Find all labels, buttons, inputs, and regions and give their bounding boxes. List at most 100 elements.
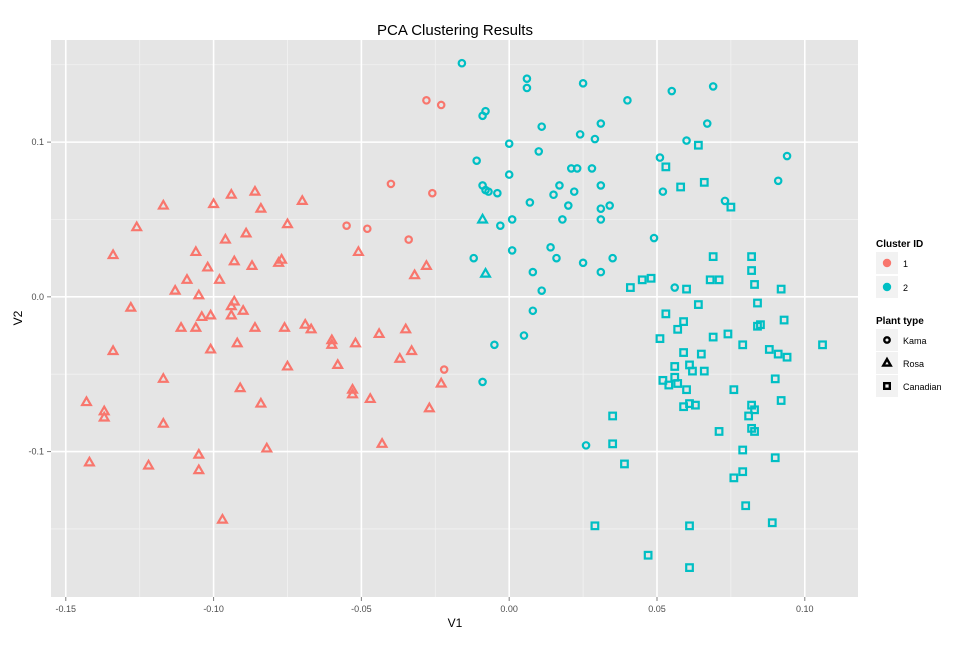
plot-panel xyxy=(51,40,858,597)
data-point-cluster-1-triangle xyxy=(346,387,359,399)
data-point-cluster-2-square xyxy=(693,300,703,309)
data-point-cluster-2-circle xyxy=(478,111,487,121)
x-axis: -0.15 -0.10 -0.05 0.00 0.05 0.10 xyxy=(56,597,814,614)
data-point-cluster-2-triangle xyxy=(479,266,492,278)
data-point-cluster-2-circle xyxy=(522,83,532,93)
data-point-cluster-2-square xyxy=(637,275,647,285)
data-point-cluster-1-triangle xyxy=(393,351,407,363)
data-point-cluster-2-square xyxy=(723,329,733,339)
x-tick-label: 0.00 xyxy=(500,604,518,614)
data-point-cluster-1-triangle xyxy=(352,245,365,257)
data-point-cluster-1-triangle xyxy=(97,410,111,422)
data-point-cluster-2-circle xyxy=(525,198,535,207)
data-point-cluster-2-circle xyxy=(484,187,493,196)
data-point-cluster-1-triangle xyxy=(325,337,339,349)
data-point-cluster-2-square xyxy=(625,283,635,292)
y-axis: -0.1 0.0 0.1 xyxy=(28,137,51,457)
data-point-cluster-2-circle xyxy=(572,164,582,173)
data-point-cluster-2-square xyxy=(744,411,754,421)
data-point-cluster-1-triangle xyxy=(213,273,226,284)
data-point-cluster-1-triangle xyxy=(298,317,312,329)
data-point-cluster-2-circle xyxy=(457,58,467,68)
data-point-cluster-1-triangle xyxy=(189,320,203,332)
data-point-cluster-2-circle xyxy=(549,190,558,200)
data-point-cluster-1-triangle xyxy=(375,437,389,448)
data-point-cluster-2-circle xyxy=(519,331,529,340)
data-point-cluster-1-triangle xyxy=(295,194,309,206)
data-point-cluster-2-circle xyxy=(537,286,547,295)
data-point-cluster-1-triangle xyxy=(281,217,294,229)
data-point-cluster-1-triangle xyxy=(180,273,194,284)
data-point-cluster-1-triangle xyxy=(201,260,214,272)
legend-key-bg xyxy=(876,329,898,351)
data-point-cluster-1-triangle xyxy=(189,245,203,257)
data-point-cluster-2-square xyxy=(693,140,703,150)
data-point-cluster-2-circle xyxy=(773,176,783,186)
data-point-cluster-1-circle xyxy=(439,365,449,374)
data-point-cluster-1-triangle xyxy=(157,372,170,383)
legend-color-entries: 12 xyxy=(876,252,908,298)
data-point-cluster-1-circle xyxy=(362,224,372,234)
data-point-cluster-1-triangle xyxy=(174,320,188,332)
x-tick-label: -0.15 xyxy=(56,604,77,614)
data-point-cluster-1-circle xyxy=(428,188,437,198)
data-point-cluster-1-triangle xyxy=(230,336,244,348)
data-point-cluster-1-triangle xyxy=(278,320,291,332)
data-point-cluster-2-square xyxy=(708,332,718,342)
y-axis-label: V2 xyxy=(11,310,25,325)
data-point-cluster-2-circle xyxy=(469,253,479,263)
legend-key-bg xyxy=(876,352,898,374)
data-point-cluster-2-circle xyxy=(682,136,691,145)
data-point-cluster-1-triangle xyxy=(130,220,143,232)
data-point-cluster-2-circle xyxy=(496,221,505,230)
data-point-cluster-1-triangle xyxy=(106,248,120,260)
data-point-cluster-1-circle xyxy=(404,235,413,244)
data-point-cluster-2-circle xyxy=(472,156,481,165)
data-point-cluster-1-triangle xyxy=(157,198,170,210)
data-point-cluster-2-square xyxy=(673,324,683,334)
data-point-cluster-1-triangle xyxy=(254,396,268,408)
data-point-cluster-1-triangle xyxy=(281,359,294,371)
data-point-cluster-1-triangle xyxy=(405,344,418,356)
y-tick-label: 0.0 xyxy=(31,292,44,302)
data-point-cluster-2-circle xyxy=(522,74,532,83)
data-point-cluster-2-square xyxy=(708,252,718,262)
data-point-cluster-2-square xyxy=(738,467,748,477)
data-point-cluster-1-triangle xyxy=(80,395,93,407)
data-point-cluster-1-triangle xyxy=(192,463,206,475)
data-point-cluster-2-circle xyxy=(555,181,564,190)
data-point-cluster-2-square xyxy=(685,563,694,573)
data-point-cluster-2-square xyxy=(679,317,688,326)
data-point-cluster-1-triangle xyxy=(254,201,268,213)
data-point-cluster-1-triangle xyxy=(239,226,253,238)
data-points xyxy=(80,58,827,573)
data-point-cluster-2-circle xyxy=(507,215,517,224)
data-point-cluster-2-square xyxy=(679,348,688,357)
legend-shape-entries: Kama Rosa Canadian xyxy=(876,329,942,397)
data-point-cluster-1-triangle xyxy=(275,252,288,264)
data-point-cluster-2-square xyxy=(685,521,694,531)
data-point-cluster-2-circle xyxy=(596,119,606,128)
data-point-cluster-2-circle xyxy=(490,340,499,350)
data-point-cluster-2-square xyxy=(770,374,780,384)
data-point-cluster-2-square xyxy=(776,396,786,405)
data-point-cluster-1-triangle xyxy=(372,327,386,339)
data-point-cluster-2-square xyxy=(756,320,765,330)
data-point-cluster-2-square xyxy=(750,405,759,415)
data-point-cluster-2-square xyxy=(779,315,789,325)
data-point-cluster-1-triangle xyxy=(195,310,209,322)
legend-shape-label: Kama xyxy=(903,336,927,346)
data-point-cluster-1-triangle xyxy=(248,184,262,196)
data-point-cluster-2-circle xyxy=(590,134,600,144)
data-point-cluster-2-circle xyxy=(596,215,606,224)
data-point-cluster-1-triangle xyxy=(260,441,274,453)
data-point-cluster-2-square xyxy=(590,521,600,531)
legend-color-swatch xyxy=(882,282,892,292)
data-point-cluster-2-square xyxy=(608,411,618,421)
data-point-cluster-2-circle xyxy=(667,86,677,96)
data-point-cluster-2-square xyxy=(679,402,688,412)
data-point-cluster-2-square xyxy=(753,298,762,308)
data-point-cluster-2-square xyxy=(608,439,618,449)
legend-key-bg xyxy=(876,375,898,397)
